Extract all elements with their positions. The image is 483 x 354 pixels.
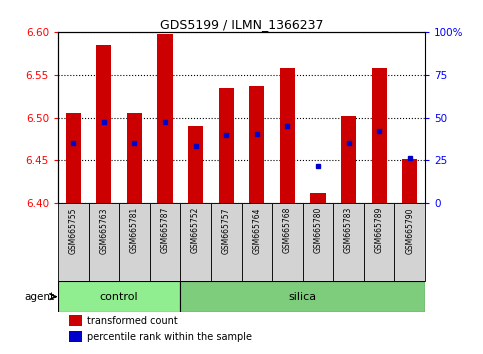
Bar (272, 203, 303, 281)
Bar (150, 203, 180, 281)
Bar (311, 193, 326, 203)
Text: GSM665783: GSM665783 (344, 207, 353, 253)
Bar (341, 116, 356, 203)
Bar (66, 113, 81, 203)
Text: percentile rank within the sample: percentile rank within the sample (87, 332, 252, 342)
Text: agent: agent (25, 292, 55, 302)
Text: GSM665789: GSM665789 (375, 207, 384, 253)
Bar (188, 126, 203, 203)
Bar (402, 159, 417, 203)
Bar (249, 86, 265, 203)
Bar (58, 203, 88, 281)
Text: silica: silica (289, 292, 317, 302)
Title: GDS5199 / ILMN_1366237: GDS5199 / ILMN_1366237 (160, 18, 323, 31)
Text: GSM665757: GSM665757 (222, 207, 231, 253)
Bar (69, 331, 82, 342)
Text: GSM665787: GSM665787 (160, 207, 170, 253)
Text: GSM665780: GSM665780 (313, 207, 323, 253)
Bar (303, 203, 333, 281)
Bar (395, 203, 425, 281)
Bar (364, 203, 395, 281)
Text: GSM665755: GSM665755 (69, 207, 78, 253)
Bar (371, 68, 387, 203)
Text: transformed count: transformed count (87, 316, 178, 326)
Bar (58, 281, 180, 312)
Bar (333, 203, 364, 281)
Bar (157, 34, 173, 203)
Bar (96, 45, 112, 203)
Text: GSM665764: GSM665764 (252, 207, 261, 253)
Bar (69, 315, 82, 326)
Text: control: control (100, 292, 139, 302)
Bar (211, 203, 242, 281)
Text: GSM665768: GSM665768 (283, 207, 292, 253)
Bar (219, 87, 234, 203)
Bar (88, 203, 119, 281)
Text: GSM665781: GSM665781 (130, 207, 139, 253)
Bar (242, 203, 272, 281)
Bar (119, 203, 150, 281)
Text: GSM665790: GSM665790 (405, 207, 414, 253)
Bar (180, 203, 211, 281)
Bar (127, 113, 142, 203)
Text: GSM665752: GSM665752 (191, 207, 200, 253)
Text: GSM665763: GSM665763 (99, 207, 108, 253)
Bar (180, 281, 425, 312)
Bar (280, 68, 295, 203)
